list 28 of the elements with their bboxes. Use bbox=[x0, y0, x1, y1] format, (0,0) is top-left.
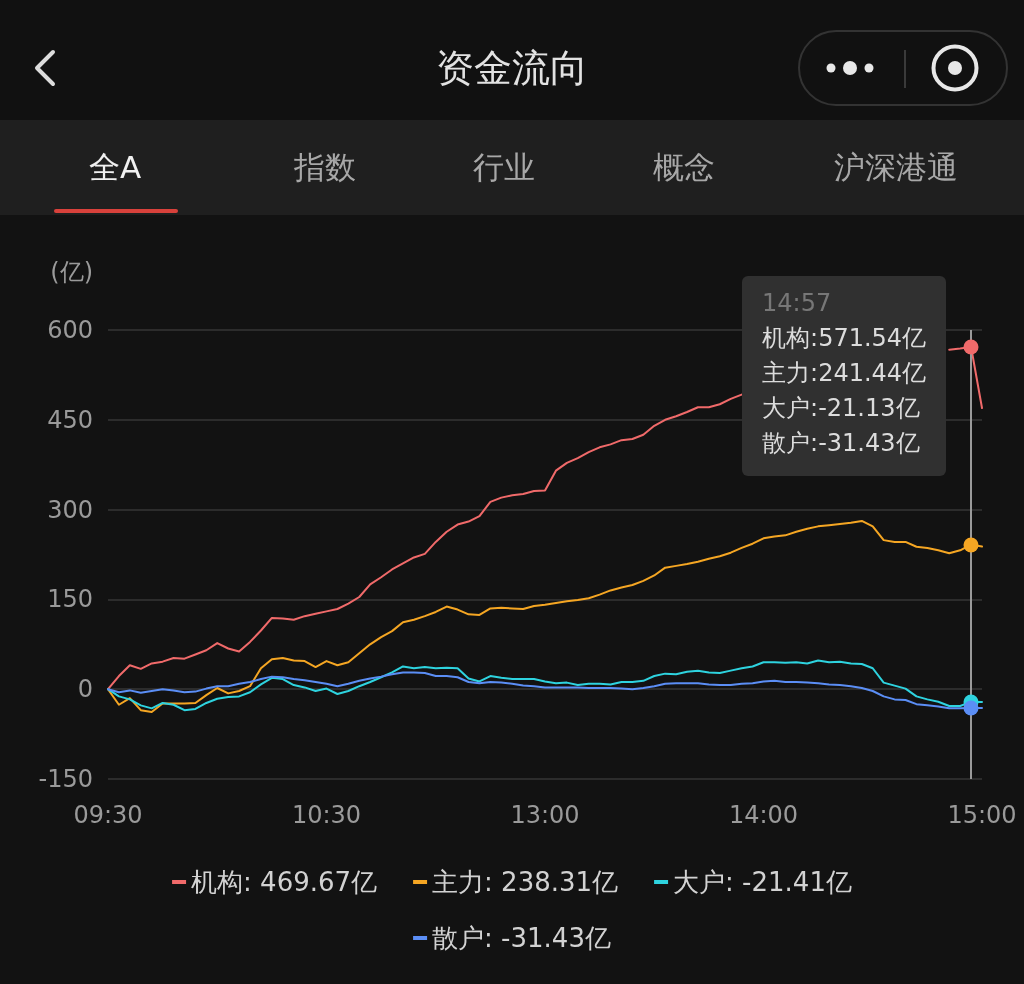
text: 14:57 bbox=[762, 289, 832, 317]
x-tick-label: 10:30 bbox=[291, 801, 362, 829]
legend-label: 散户: -31.43亿 bbox=[432, 923, 611, 953]
legend-label: 主力: 238.31亿 bbox=[432, 867, 619, 897]
annotation: 主力:241.44亿 bbox=[762, 358, 927, 389]
x-tick-label: 09:30 bbox=[73, 801, 143, 829]
annotation: 散户:-31.43亿 bbox=[762, 428, 921, 459]
legend-label: 大户: -21.41亿 bbox=[673, 867, 852, 897]
text: 概念 bbox=[653, 148, 715, 187]
x-tick-label: 13:00 bbox=[510, 801, 580, 829]
annotation: 机构:571.54亿 bbox=[762, 323, 927, 354]
y-tick-label: 0 bbox=[77, 675, 93, 704]
y-tick-label: -150 bbox=[38, 765, 93, 793]
y-tick-label: 150 bbox=[47, 585, 93, 614]
text: 指数 bbox=[294, 148, 356, 187]
x-tick-label: 15:00 bbox=[947, 801, 1017, 829]
line-series bbox=[107, 519, 983, 713]
y-tick-label: 600 bbox=[47, 316, 93, 344]
chart-title: 资金流向 bbox=[435, 45, 589, 92]
y-tick-label: 450 bbox=[47, 405, 93, 434]
y-axis-title: (亿) bbox=[50, 258, 93, 286]
text: 全A bbox=[88, 148, 142, 187]
y-tick-label: 300 bbox=[47, 495, 93, 524]
text: 行业 bbox=[473, 148, 535, 187]
text: 沪深港通 bbox=[834, 148, 958, 187]
annotation: 大户:-21.13亿 bbox=[762, 393, 921, 424]
x-tick-label: 14:00 bbox=[728, 801, 799, 829]
legend-label: 机构: 469.67亿 bbox=[191, 867, 378, 897]
